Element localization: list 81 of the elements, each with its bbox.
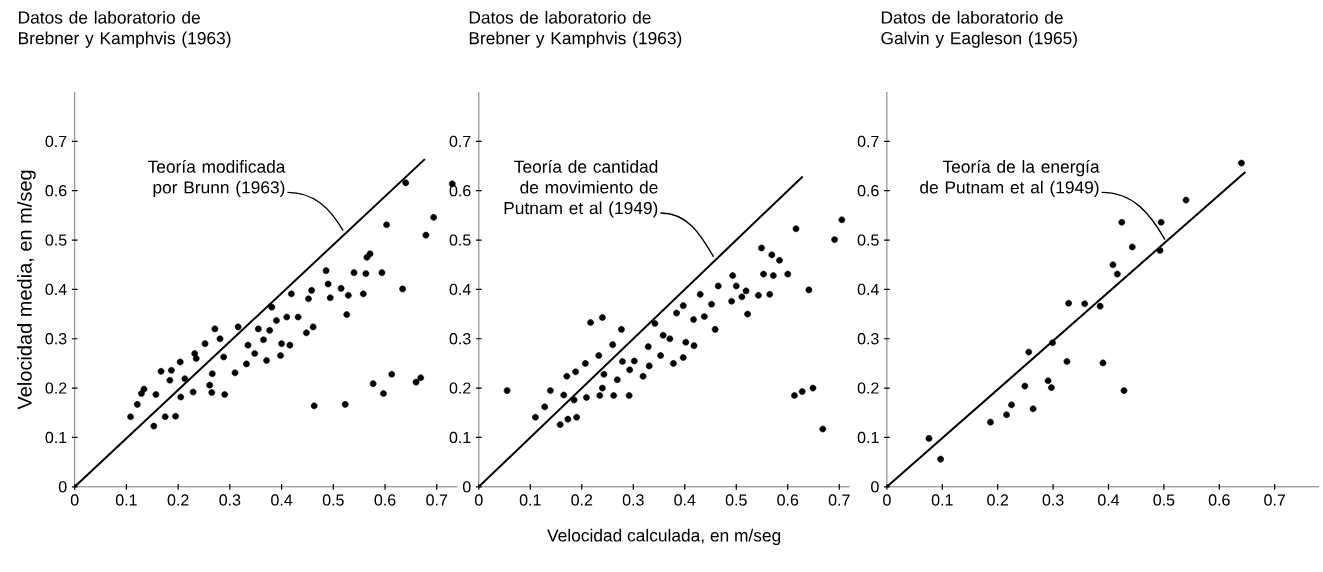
point: [1081, 300, 1089, 307]
x-tick-label: 0.7: [426, 494, 448, 506]
x-tick-label: 0.1: [931, 494, 953, 506]
y-tick-label: 0.5: [857, 234, 879, 246]
point: [1114, 270, 1121, 278]
x-tick-label: 0: [883, 494, 891, 506]
point: [937, 455, 944, 463]
y-tick-label: 0.6: [449, 184, 471, 197]
y-tick-label: 0.3: [857, 333, 879, 345]
point: [1099, 359, 1107, 367]
x-tick-label: 0.7: [828, 494, 850, 506]
point: [1044, 377, 1052, 384]
y-tick-label: 0.1: [449, 431, 471, 444]
y-tick-label: 0.1: [857, 431, 879, 444]
x-tick-label: 0.1: [519, 494, 541, 506]
y-tick-label: 0.4: [857, 283, 879, 295]
annotation: Teoría modificada por Brunn (1963): [148, 159, 286, 197]
y-tick-label: 0.4: [449, 283, 471, 295]
chart-title: Datos de laboratorio de Brebner y Kamphvis (1963): [469, 10, 682, 48]
point: [1065, 299, 1072, 307]
x-tick-label: 0.2: [167, 494, 189, 506]
x-tick-label: 0.6: [1208, 494, 1230, 506]
annotation: Teoría de cantidad de movimiento de Putnam et al (1949): [504, 159, 658, 218]
x-tick-label: 0.5: [725, 494, 747, 506]
x-tick-label: 0.5: [322, 494, 344, 506]
point: [1029, 405, 1037, 413]
point: [1025, 348, 1033, 356]
point: [925, 435, 933, 442]
x-tick-label: 0.7: [1264, 494, 1285, 506]
y-tick-label: 0.4: [45, 283, 67, 295]
y-tick-label: 0.7: [45, 135, 67, 147]
y-axis-title: Velocidad media, en m/seg: [17, 170, 36, 410]
chart-title: Datos de laboratorio de Galvin y Eagleson (1965): [881, 10, 1077, 48]
x-tick-label: 0.3: [622, 494, 644, 506]
y-tick-label: 0.7: [857, 135, 879, 147]
point: [1182, 196, 1190, 204]
x-tick-label: 0.3: [219, 494, 241, 506]
y-tick-label: 0.3: [449, 333, 471, 345]
x-tick-label: 0: [70, 494, 79, 506]
point: [1008, 401, 1015, 409]
y-tick-label: 0.7: [449, 135, 471, 147]
x-tick-label: 0.4: [271, 494, 293, 506]
point: [1096, 302, 1104, 310]
point: [1109, 261, 1117, 269]
point: [1157, 218, 1165, 226]
y-tick-label: 0.5: [45, 234, 67, 246]
x-tick-label: 0.1: [115, 494, 137, 506]
y-tick-label: 0.6: [857, 184, 879, 197]
chart-title: Datos de laboratorio de Brebner y Kamphvis (1963): [19, 10, 231, 48]
y-tick-label: 0.5: [449, 234, 471, 246]
x-tick-label: 0.4: [1097, 494, 1120, 506]
x-tick-label: 0.5: [1153, 494, 1175, 506]
point: [1238, 159, 1245, 167]
x-tick-label: 0.6: [374, 494, 396, 506]
x-axis-title: Velocidad calculada, en m/seg: [547, 528, 781, 545]
point: [1120, 387, 1128, 394]
x-tick-label: 0.6: [777, 494, 799, 506]
x-tick-label: 0.3: [1042, 494, 1064, 506]
x-tick-label: 0.2: [571, 494, 593, 506]
point: [1128, 243, 1136, 251]
point: [1003, 411, 1010, 419]
y-tick-label: 0.3: [45, 333, 67, 345]
point: [1156, 247, 1164, 254]
y-tick-label: 0: [871, 481, 879, 493]
point: [1048, 384, 1055, 391]
y-tick-label: 0.2: [449, 382, 471, 394]
point: [1049, 339, 1056, 346]
y-tick-label: 0: [462, 481, 471, 493]
y-tick-label: 0: [58, 481, 67, 493]
annotation: Teoría de la energía de Putnam et al (1949): [920, 159, 1100, 197]
y-tick-label: 0.6: [45, 184, 67, 197]
x-tick-label: 0.2: [987, 494, 1009, 506]
x-tick-label: 0.4: [674, 494, 696, 506]
y-tick-label: 0.2: [45, 382, 67, 394]
point: [1118, 218, 1126, 226]
point: [1021, 382, 1029, 390]
point: [987, 418, 994, 426]
y-tick-label: 0.1: [45, 431, 67, 444]
y-tick-label: 0.2: [857, 382, 879, 394]
x-tick-label: 0: [474, 494, 483, 506]
point: [1063, 358, 1071, 365]
